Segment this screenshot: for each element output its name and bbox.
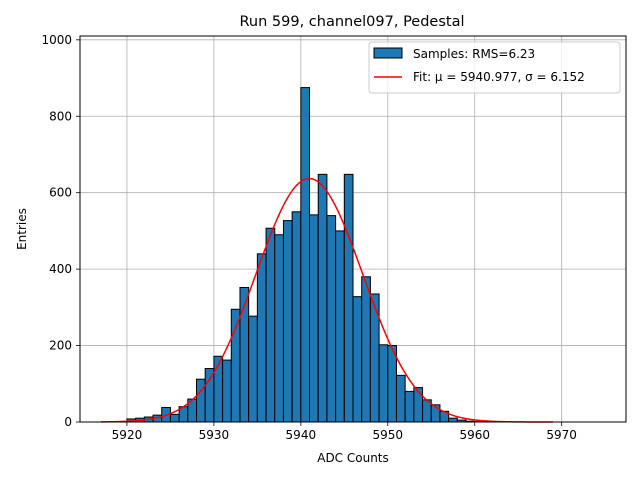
x-tick-label: 5950: [373, 428, 404, 442]
legend-box: [368, 41, 621, 94]
histogram-bar: [274, 234, 284, 423]
y-axis-ticks: 0 200 400 600 800 1000: [41, 33, 80, 429]
histogram-bar: [222, 359, 232, 423]
x-tick-label: 5960: [459, 428, 490, 442]
plot-frame: [79, 35, 627, 423]
x-axis-ticks: 5920 5930 5940 5950 5960 5970: [112, 422, 577, 442]
histogram-bar: [335, 230, 345, 423]
x-axis-label: ADC Counts: [317, 451, 389, 465]
y-tick-label: 1000: [41, 33, 72, 47]
y-tick-label: 800: [49, 109, 72, 123]
histogram-bar: [404, 390, 415, 423]
legend-samples-swatch: [373, 47, 403, 59]
x-tick-label: 5970: [546, 428, 577, 442]
x-tick-label: 5920: [112, 428, 143, 442]
legend: Samples: RMS=6.23 Fit: μ = 5940.977, σ =…: [368, 41, 621, 94]
histogram-bar: [248, 315, 258, 423]
histogram-bar: [326, 215, 337, 423]
histogram-bar: [413, 387, 424, 423]
chart-title: Run 599, channel097, Pedestal: [239, 14, 464, 30]
histogram-bar: [256, 253, 267, 423]
y-tick-label: 200: [49, 339, 72, 353]
histogram-bar: [265, 227, 276, 423]
histogram-bar: [378, 344, 389, 423]
x-tick-label: 5930: [199, 428, 230, 442]
histogram-bar: [317, 173, 328, 423]
histogram-bar: [300, 87, 311, 423]
x-tick-label: 5940: [286, 428, 317, 442]
histogram-bar: [361, 276, 371, 423]
y-axis-label: Entries: [15, 208, 29, 250]
histogram-bar: [309, 214, 319, 423]
y-tick-label: 0: [64, 415, 72, 429]
fit-curve-group: [100, 177, 553, 423]
histogram-bar: [204, 367, 215, 423]
histogram-bar: [343, 173, 354, 423]
histogram-bar: [196, 378, 206, 423]
histogram-bar: [169, 413, 180, 423]
histogram-bar: [448, 417, 458, 423]
histogram-bar: [291, 211, 302, 423]
histogram-bar: [282, 220, 293, 423]
histogram-bar: [387, 345, 397, 423]
histogram-bars: [126, 87, 493, 423]
histogram-bar: [352, 296, 363, 423]
y-tick-label: 600: [49, 186, 72, 200]
y-tick-label: 400: [49, 262, 72, 276]
histogram-bar: [395, 374, 406, 423]
fit-curve: [100, 177, 553, 423]
legend-samples-label: Samples: RMS=6.23: [413, 47, 535, 61]
legend-fit-label: Fit: μ = 5940.977, σ = 6.152: [413, 70, 585, 84]
